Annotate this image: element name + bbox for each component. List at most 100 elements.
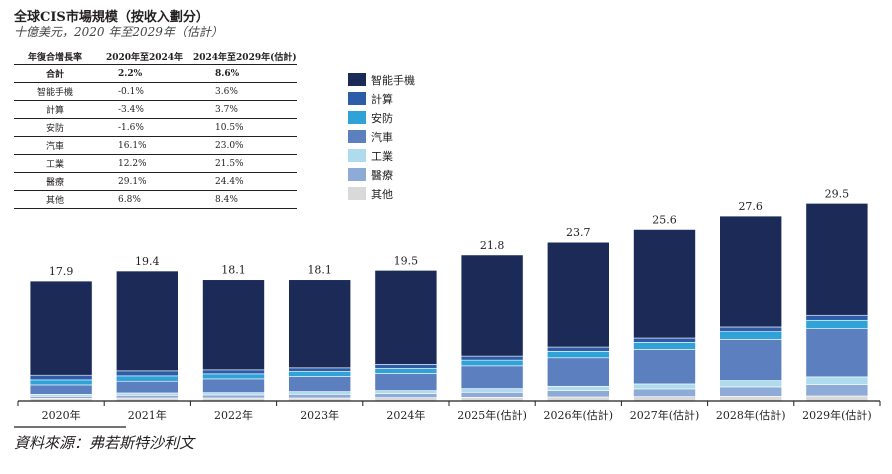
cagr-cell-label: 安防 [14,118,96,137]
legend-label: 安防 [371,111,393,125]
cagr-cell-2020-2024: 16.1% [96,136,193,155]
cagr-cell-label: 智能手機 [14,82,96,101]
cagr-cell-2020-2024: 29.1% [96,172,193,191]
cagr-header-2020-2024: 2020年至2024年 [96,48,193,65]
legend-item: 計算 [348,89,415,108]
bar-segment [805,328,869,378]
cagr-cell-2024-2029: 8.6% [193,64,297,83]
total-value-label: 29.5 [825,187,850,200]
bar-segment [546,241,610,348]
bar-segment [719,331,783,340]
cagr-row-computing: 計算 -3.4% 3.7% [14,100,297,119]
cagr-row-others: 其他 6.8% 8.4% [14,190,297,209]
cagr-cell-2024-2029: 10.5% [193,118,297,137]
bar-segment [202,394,265,399]
legend-swatch [348,187,366,200]
x-tick-label: 2022年 [214,408,253,422]
bar-segment [719,386,783,397]
total-value-label: 18.1 [307,264,332,277]
x-tick-label: 2024年 [386,408,425,422]
bar-segment [633,337,696,343]
bar-segment [633,342,696,350]
cagr-cell-2024-2029: 21.5% [193,154,297,173]
bar-segment [719,339,783,381]
x-tick-label: 2028年(估計) [716,408,786,422]
bar-segment [202,378,265,393]
cagr-cell-2020-2024: -3.4% [96,100,193,119]
bar-segment [805,319,869,329]
cagr-cell-2024-2029: 23.0% [193,136,297,155]
legend-swatch [348,73,366,86]
legend-item: 醫療 [348,165,415,184]
legend-label: 其他 [371,187,393,201]
bar-segment [633,396,696,402]
cagr-cell-2020-2024: 6.8% [96,190,193,209]
legend-swatch [348,130,366,143]
bar-segment [202,373,265,380]
x-tick-label: 2026年(估計) [544,408,614,422]
bar-segment [116,392,179,396]
cagr-row-industrial: 工業 12.2% 21.5% [14,154,297,173]
cagr-row-automotive: 汽車 16.1% 23.0% [14,136,297,155]
cagr-row-total: 合計 2.2% 8.6% [14,64,297,83]
bar-segment [374,368,438,374]
bar-segment [633,388,696,397]
cagr-row-smartphone: 智能手機 -0.1% 3.6% [14,82,297,101]
legend-swatch [348,92,366,105]
bar-segment [805,395,869,402]
bar-segment [116,380,179,394]
cagr-header-label: 年復合增長率 [14,48,96,65]
bar-segment [288,367,352,372]
bar-segment [116,270,179,372]
bar-segment [288,393,352,399]
bar-segment [719,215,783,328]
bar-segment [546,385,610,391]
bar-segment [460,388,524,393]
bar-segment [719,380,783,388]
total-value-label: 19.5 [394,254,419,267]
chart-title: 全球CIS市場規模（按收入劃分） [14,10,209,25]
total-value-label: 21.8 [480,239,505,252]
cagr-cell-2024-2029: 24.4% [193,172,297,191]
cagr-cell-2024-2029: 3.6% [193,82,297,101]
bar-segment [546,357,610,387]
cagr-cell-label: 合計 [14,64,96,83]
bar-segment [460,359,524,367]
x-tick-label: 2020年 [42,408,81,422]
x-tick-label: 2023年 [300,408,339,422]
cagr-cell-2020-2024: 12.2% [96,154,193,173]
bar-segment [202,279,265,371]
legend-label: 計算 [371,92,393,106]
total-value-label: 23.7 [566,226,591,239]
bar-segment [460,365,524,389]
bar-segment [288,279,352,369]
bar-segment [633,229,696,339]
bar-segment [374,373,438,391]
cagr-cell-label: 計算 [14,100,96,119]
bar-segment [374,270,438,365]
bar-segment [29,396,93,399]
total-value-label: 25.6 [652,213,677,226]
bar-segment [546,390,610,398]
legend-label: 工業 [371,149,393,163]
legend-item: 安防 [348,108,415,127]
bar-segment [633,349,696,385]
bar-segment [719,396,783,402]
cagr-row-security: 安防 -1.6% 10.5% [14,118,297,137]
cagr-header-2024-2029: 2024年至2029年(估計) [193,48,297,65]
chart-legend: 智能手機計算安防汽車工業醫療其他 [348,70,415,203]
cagr-cell-label: 其他 [14,190,96,209]
bar-segment [29,280,93,376]
legend-label: 智能手機 [371,73,415,87]
legend-label: 汽車 [371,130,393,144]
legend-item: 汽車 [348,127,415,146]
bar-segment [805,203,869,316]
cagr-cell-2024-2029: 8.4% [193,190,297,209]
legend-swatch [348,111,366,124]
total-value-label: 27.6 [738,200,763,213]
bar-segment [29,374,93,381]
x-tick-label: 2027年(估計) [630,408,700,422]
bar-segment [29,379,93,386]
source-note: 資料來源：弗若斯特沙利文 [14,434,195,452]
bar-segment [374,393,438,398]
